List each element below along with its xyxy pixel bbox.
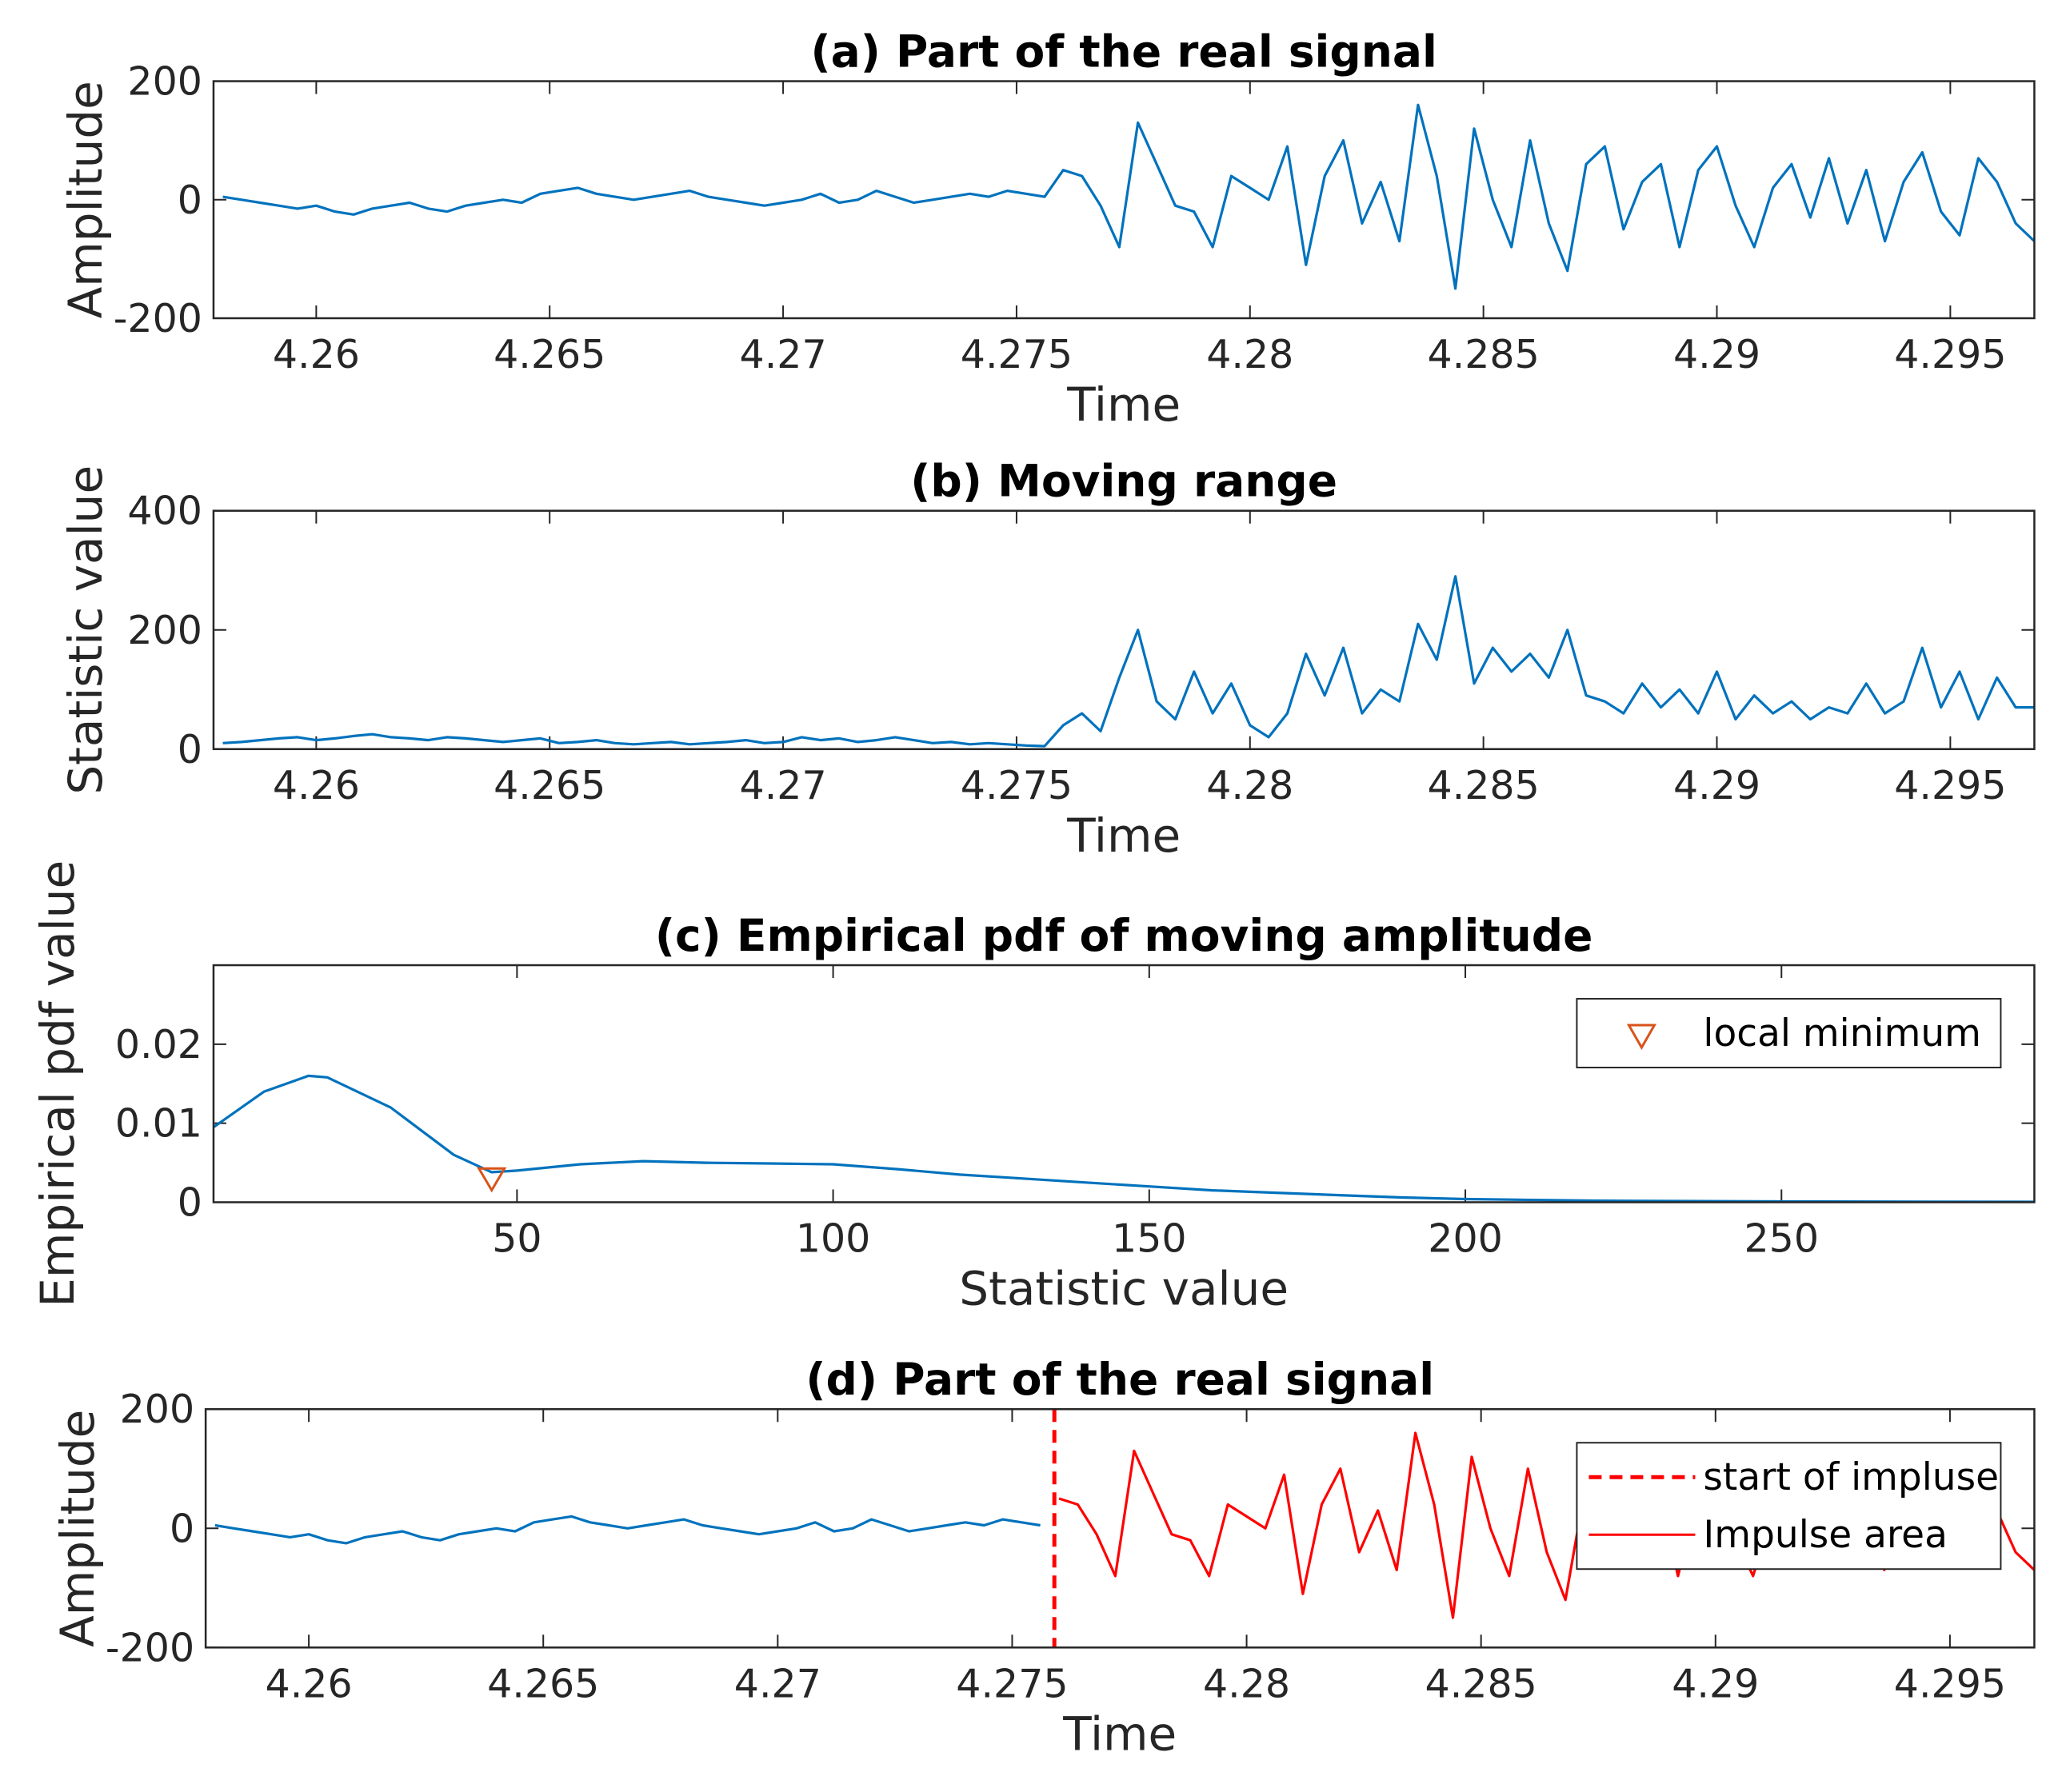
- panel: 4.26 4.265 4.27 4.275 4.28 4.285 4.29 4.295 -200…: [58, 26, 2036, 432]
- y-tick-label: 0: [170, 1506, 194, 1551]
- x-axis-label: Statistic value: [959, 1261, 1289, 1315]
- panel: 4.26 4.265 4.27 4.275 4.28 4.285 4.29 4.295 -200…: [50, 1354, 2036, 1761]
- y-tick-label: 0: [178, 178, 202, 223]
- series-line: [213, 1074, 2035, 1203]
- data: [213, 1074, 2035, 1203]
- x-tick-label: 4.27: [734, 1661, 821, 1706]
- legend-box: [1576, 998, 2002, 1069]
- x-tick-label: 4.295: [1894, 763, 2006, 808]
- series-line: [214, 1515, 1041, 1545]
- x-tick-label: 150: [1112, 1215, 1187, 1261]
- axes-box: [212, 509, 2036, 751]
- x-axis-label: Time: [1066, 377, 1181, 432]
- legend: local minimum: [1576, 998, 2002, 1069]
- y-axis-label: Empirical pdf value: [30, 860, 85, 1307]
- data: [222, 575, 2035, 748]
- legend-label: start of impluse: [1703, 1455, 1999, 1499]
- x-tick-label: 4.295: [1894, 332, 2006, 377]
- x-tick-label: 4.27: [740, 332, 827, 377]
- y-tick-label: 0.02: [115, 1022, 202, 1068]
- x-tick-label: 4.29: [1672, 1661, 1759, 1706]
- x-tick-label: 4.26: [273, 763, 360, 808]
- x-tick-label: 4.28: [1206, 332, 1293, 377]
- series-line: [222, 103, 2035, 290]
- axes-box: [212, 80, 2036, 320]
- series-line: [222, 575, 2035, 748]
- y-tick-label: 200: [120, 1387, 195, 1432]
- x-tick-label: 50: [492, 1215, 541, 1261]
- y-tick-label: -200: [106, 1625, 194, 1670]
- x-tick-label: 4.28: [1206, 763, 1293, 808]
- data: [222, 103, 2035, 290]
- y-tick-label: 200: [127, 59, 202, 105]
- x-tick-label: 100: [796, 1215, 871, 1261]
- x-tick-label: 4.295: [1894, 1661, 2006, 1706]
- y-tick-label: 0: [178, 727, 202, 772]
- x-tick-label: 200: [1428, 1215, 1503, 1261]
- chart-title: (b) Moving range: [910, 456, 1337, 507]
- chart-title: (c) Empirical pdf of moving amplitude: [655, 910, 1593, 961]
- y-axis-label: Statistic value: [58, 465, 113, 795]
- y-tick-label: -200: [114, 296, 202, 341]
- panel: 50 100 150 200 250 0 0.01 0.02 (c) Empirical pdf…: [30, 860, 2036, 1315]
- panel: 4.26 4.265 4.27 4.275 4.28 4.285 4.29 4.295 0 200…: [58, 456, 2036, 863]
- y-axis-label: Amplitude: [50, 1410, 105, 1647]
- x-tick-label: 4.265: [494, 332, 605, 377]
- x-tick-label: 4.285: [1425, 1661, 1537, 1706]
- x-tick-label: 4.265: [487, 1661, 599, 1706]
- legend-box: [1576, 1442, 2002, 1570]
- chart-title: (d) Part of the real signal: [805, 1354, 1434, 1405]
- y-tick-label: 200: [127, 608, 202, 653]
- x-tick-label: 4.285: [1428, 332, 1540, 377]
- y-tick-label: 400: [127, 489, 202, 534]
- x-tick-label: 4.265: [494, 763, 605, 808]
- x-tick-label: 4.27: [740, 763, 827, 808]
- x-axis-label: Time: [1066, 808, 1181, 863]
- x-tick-label: 250: [1744, 1215, 1819, 1261]
- plot-area: [213, 510, 2035, 749]
- x-tick-label: 4.275: [961, 763, 1073, 808]
- x-tick-label: 4.275: [956, 1661, 1068, 1706]
- legend-marker: [1626, 1024, 1657, 1051]
- x-tick-label: 4.285: [1428, 763, 1540, 808]
- x-tick-label: 4.29: [1673, 332, 1760, 377]
- legend-label: local minimum: [1703, 1012, 1981, 1056]
- plot-area: [213, 81, 2035, 318]
- y-axis-label: Amplitude: [58, 81, 113, 318]
- x-tick-label: 4.28: [1203, 1661, 1290, 1706]
- legend: start of impluse Impulse area: [1576, 1442, 2002, 1570]
- axes-box: [204, 1407, 2036, 1649]
- x-tick-label: 4.275: [961, 332, 1073, 377]
- x-tick-label: 4.29: [1673, 763, 1760, 808]
- x-axis-label: Time: [1062, 1706, 1177, 1761]
- legend-label: Impulse area: [1703, 1513, 1947, 1557]
- chart-title: (a) Part of the real signal: [810, 26, 1437, 78]
- x-tick-label: 4.26: [266, 1661, 353, 1706]
- marker: [477, 1167, 507, 1193]
- axes-box: [212, 964, 2036, 1203]
- y-tick-label: 0: [178, 1179, 202, 1225]
- x-tick-label: 4.26: [273, 332, 360, 377]
- y-tick-label: 0.01: [115, 1101, 202, 1147]
